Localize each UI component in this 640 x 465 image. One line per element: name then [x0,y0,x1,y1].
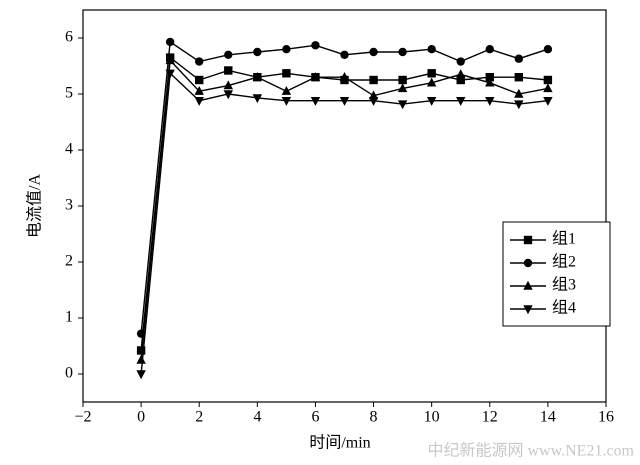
legend-marker [523,235,533,245]
marker [223,80,233,90]
marker [456,57,465,66]
plot-frame [82,9,607,403]
marker [310,72,321,81]
marker [456,97,466,106]
legend-label: 组3 [552,276,576,294]
y-tick-label: 1 [65,309,73,326]
y-tick-label: 6 [65,29,73,46]
x-tick-label: −2 [74,409,91,426]
marker [514,100,524,110]
legend-label: 组4 [552,299,576,317]
marker [368,97,379,106]
marker [339,97,350,106]
marker [456,75,465,85]
y-tick-label: 3 [65,197,73,214]
marker [485,77,495,87]
marker [514,54,524,63]
marker [398,75,407,85]
marker [543,75,553,85]
marker [224,50,233,59]
marker [165,37,175,47]
legend-label: 组1 [552,230,576,248]
marker [485,45,494,54]
marker [426,97,437,106]
marker [253,47,262,57]
marker [281,86,292,95]
x-tick-label: 2 [195,409,203,426]
marker [310,97,321,106]
x-tick-label: 16 [598,409,614,426]
marker [485,97,495,106]
marker [427,69,436,78]
marker [543,83,553,93]
y-tick-label: 5 [65,85,73,102]
marker [223,90,233,100]
marker [369,75,378,85]
marker [136,354,146,364]
x-axis-label: 时间/min [309,434,370,452]
x-tick-label: 4 [253,409,261,426]
legend-marker [523,258,533,268]
marker [514,73,524,82]
y-tick-label: 2 [65,253,73,270]
marker [340,50,349,59]
legend-label: 组2 [552,253,576,271]
x-tick-label: 8 [370,409,378,426]
marker [369,47,378,57]
y-tick-label: 0 [65,365,73,382]
marker [194,86,204,95]
x-tick-label: 12 [482,409,498,426]
marker [456,69,466,79]
marker [252,94,263,104]
marker [136,370,146,380]
marker [282,69,291,78]
x-tick-label: 0 [137,409,145,426]
x-tick-label: 14 [540,409,556,426]
marker [485,73,494,82]
marker [194,97,204,106]
x-tick-label: 6 [311,409,319,426]
marker [543,45,553,54]
marker [136,346,146,355]
marker [514,88,524,98]
marker [165,69,175,79]
y-axis-label: 电流值/A [26,174,44,238]
marker [398,47,407,57]
marker [224,66,233,75]
marker [165,55,175,65]
x-tick-label: 10 [424,409,440,426]
series-line [140,71,548,375]
marker [397,83,408,93]
marker [282,45,291,54]
watermark: 中纪新能源网 www.NE21.com [427,442,634,460]
legend-marker [523,280,533,290]
marker [252,72,263,81]
marker [427,45,436,54]
marker [281,97,292,106]
y-tick-label: 4 [65,141,73,158]
marker [311,41,320,50]
marker [543,97,553,106]
marker [426,77,437,87]
legend-marker [523,305,533,315]
marker [339,72,350,81]
marker [195,57,204,66]
marker [397,100,408,110]
marker [195,75,204,85]
